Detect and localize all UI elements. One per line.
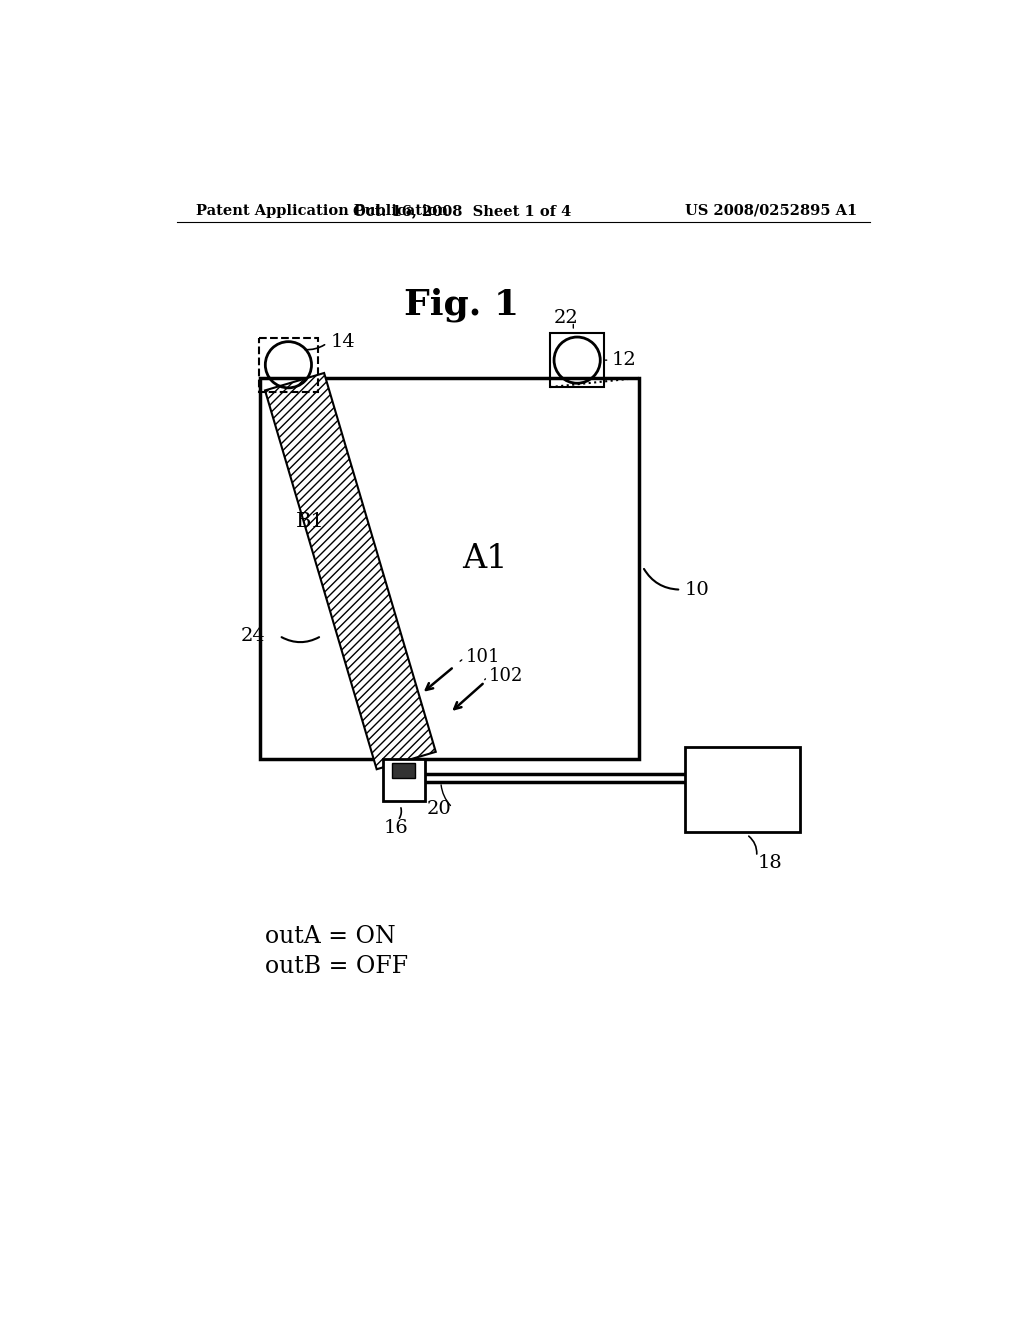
Text: Fig. 1: Fig. 1 — [404, 288, 519, 322]
Text: 22: 22 — [554, 309, 579, 327]
Text: outA = ON: outA = ON — [265, 924, 396, 948]
Text: outB = OFF: outB = OFF — [265, 956, 409, 978]
Text: A1: A1 — [462, 543, 508, 574]
Text: 102: 102 — [488, 667, 523, 685]
Bar — [260, 378, 639, 759]
Bar — [685, 747, 801, 832]
Text: 14: 14 — [331, 333, 355, 351]
Text: 101: 101 — [466, 648, 500, 667]
Text: 24: 24 — [241, 627, 265, 644]
Bar — [550, 333, 604, 387]
Polygon shape — [265, 374, 436, 770]
Text: Oct. 16, 2008  Sheet 1 of 4: Oct. 16, 2008 Sheet 1 of 4 — [352, 203, 570, 218]
Bar — [383, 759, 425, 801]
Text: US 2008/0252895 A1: US 2008/0252895 A1 — [685, 203, 857, 218]
Bar — [259, 338, 317, 392]
Text: Patent Application Publication: Patent Application Publication — [196, 203, 449, 218]
Bar — [392, 763, 416, 779]
Text: 12: 12 — [611, 351, 637, 370]
Text: 18: 18 — [758, 854, 783, 873]
Text: 16: 16 — [384, 820, 409, 837]
Text: B1: B1 — [296, 512, 325, 532]
Text: 20: 20 — [427, 800, 452, 818]
Text: 10: 10 — [685, 581, 710, 598]
